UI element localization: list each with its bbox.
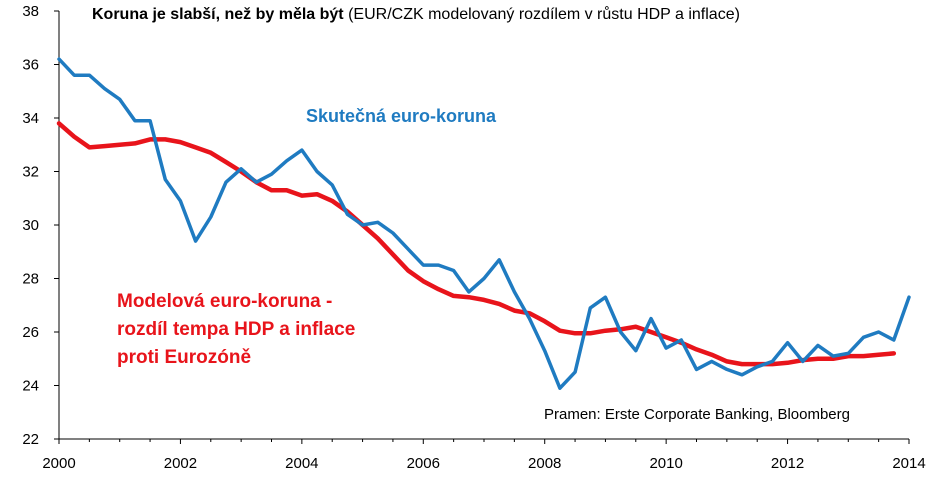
x-tick-label: 2006: [407, 455, 440, 472]
x-tick-label: 2012: [771, 455, 804, 472]
model-label-line-3: proti Eurozóně: [117, 347, 252, 368]
y-tick-label: 28: [22, 271, 39, 288]
x-tick-label: 2008: [528, 455, 561, 472]
x-tick-label: 2014: [892, 455, 925, 472]
actual-euro-koruna-line: [57, 57, 911, 390]
y-tick-label: 38: [22, 3, 39, 20]
y-tick-label: 32: [22, 164, 39, 181]
x-tick-label: 2002: [164, 455, 197, 472]
chart-title-bold: Koruna je slabší, než by měla být: [92, 6, 344, 23]
actual-series-label: Skutečná euro-koruna: [306, 106, 497, 126]
model-series-label: Modelová euro-koruna - rozdíl tempa HDP …: [117, 288, 355, 372]
y-tick-label: 34: [22, 110, 39, 127]
y-tick-label: 26: [22, 324, 39, 341]
chart-title-rest: (EUR/CZK modelovaný rozdílem v růstu HDP…: [348, 6, 740, 23]
chart-title: Koruna je slabší, než by měla být (EUR/C…: [92, 6, 740, 24]
model-label-line-1: Modelová euro-koruna -: [117, 291, 333, 312]
y-tick-label: 22: [22, 431, 39, 448]
source-note: Pramen: Erste Corporate Banking, Bloombe…: [544, 406, 850, 423]
y-tick-label: 36: [22, 57, 39, 74]
x-tick-label: 2004: [285, 455, 318, 472]
series-lines: [56, 57, 911, 390]
x-tick-label: 2000: [42, 455, 75, 472]
y-tick-label: 30: [22, 217, 39, 234]
axes: 22 24 26 28 30 32 34 36 38 2000 2002 2004 2006 2008 20…: [22, 3, 925, 472]
x-tick-label: 2010: [649, 455, 682, 472]
y-tick-label: 24: [22, 378, 39, 395]
model-label-line-2: rozdíl tempa HDP a inflace: [117, 319, 356, 340]
model-euro-koruna-line: [56, 121, 897, 367]
